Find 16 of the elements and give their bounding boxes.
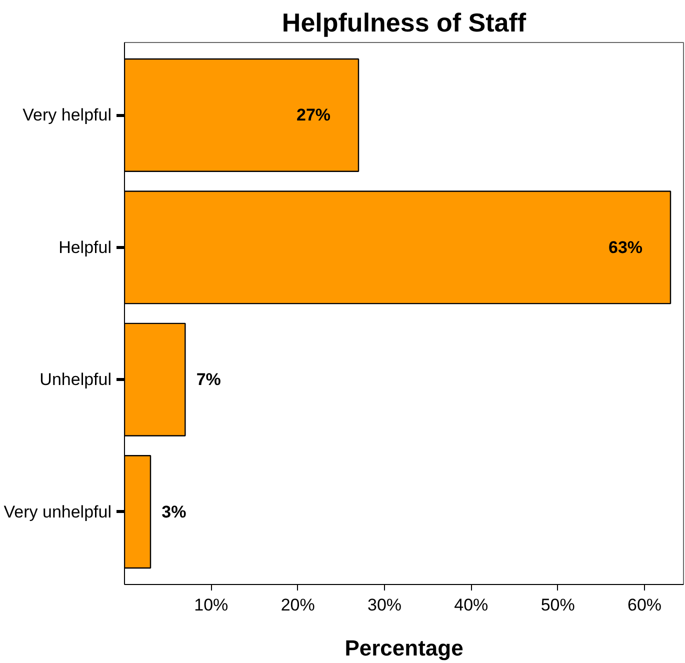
y-tick-label: Very unhelpful xyxy=(4,502,112,522)
y-tick-label: Unhelpful xyxy=(40,370,112,390)
x-tick-label: 10% xyxy=(194,596,228,614)
x-tick-label: 20% xyxy=(280,596,315,614)
data-label: 3% xyxy=(162,502,186,522)
x-tick-label: 30% xyxy=(367,596,402,614)
y-tick-label: Helpful xyxy=(58,238,112,257)
data-label: 63% xyxy=(608,238,643,257)
chart-title: Helpfulness of Staff xyxy=(282,8,526,38)
x-tick-label: 50% xyxy=(540,596,575,614)
data-label: 27% xyxy=(296,106,331,125)
y-tick-label: Very helpful xyxy=(22,106,112,125)
x-tick-label: 40% xyxy=(454,596,488,614)
x-axis-title: Percentage xyxy=(344,636,464,660)
x-tick-label: 60% xyxy=(627,596,662,614)
data-label: 7% xyxy=(196,370,221,390)
